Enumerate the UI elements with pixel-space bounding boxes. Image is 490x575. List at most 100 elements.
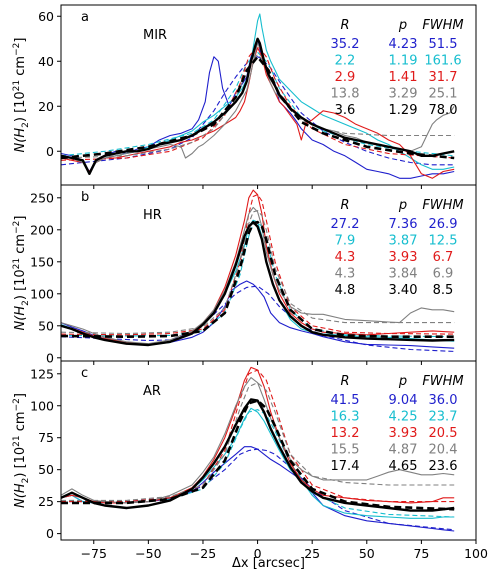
table-cell: 12.5 bbox=[429, 234, 458, 249]
table-cell: 1.29 bbox=[389, 103, 418, 118]
y-tick-label: 200 bbox=[30, 222, 54, 237]
series-fit-0-1 bbox=[61, 56, 455, 166]
table-cell: 7.36 bbox=[389, 217, 418, 232]
series-fit-1-7 bbox=[61, 210, 455, 335]
panel-letter-a: a bbox=[81, 10, 89, 25]
table-cell: 4.23 bbox=[389, 37, 418, 52]
table-cell: 35.2 bbox=[331, 37, 360, 52]
table-header: FWHM bbox=[422, 198, 463, 213]
y-tick-label: 250 bbox=[30, 190, 54, 205]
series-data-2-8 bbox=[61, 398, 455, 512]
y-tick-label: 0 bbox=[46, 350, 54, 365]
table-cell: 41.5 bbox=[331, 393, 360, 408]
table-header: R bbox=[340, 198, 349, 213]
y-tick-label: 125 bbox=[30, 366, 54, 381]
table-cell: 17.4 bbox=[331, 459, 360, 474]
y-tick-label: 25 bbox=[38, 494, 54, 509]
table-cell: 31.7 bbox=[429, 70, 458, 85]
panel-letter-b: b bbox=[81, 190, 89, 205]
table-cell: 4.65 bbox=[389, 459, 418, 474]
y-axis-label: N(H2) [1021 cm−2] bbox=[12, 38, 31, 153]
table-cell: 6.7 bbox=[433, 250, 454, 265]
table-cell: 20.4 bbox=[429, 443, 458, 458]
y-label-part: −2 bbox=[12, 43, 22, 56]
x-tick-label: 100 bbox=[464, 546, 488, 561]
table-cell: 3.84 bbox=[389, 267, 418, 282]
y-tick-label: 0 bbox=[46, 526, 54, 541]
table-cell: 8.5 bbox=[433, 283, 454, 298]
y-label-part: 21 bbox=[12, 435, 22, 446]
table-header: FWHM bbox=[422, 374, 463, 389]
y-tick-label: 50 bbox=[38, 318, 54, 333]
series-fit-2-9 bbox=[61, 399, 455, 511]
plot-area bbox=[61, 189, 455, 352]
y-label-part: −2 bbox=[12, 221, 22, 234]
y-label-part: N(H bbox=[13, 306, 28, 331]
table-cell: 26.9 bbox=[429, 217, 458, 232]
series-data-1-4 bbox=[61, 189, 455, 345]
table-cell: 25.1 bbox=[429, 87, 458, 102]
plot-area bbox=[61, 366, 455, 532]
table-cell: 16.3 bbox=[331, 410, 360, 425]
table-cell: 36.0 bbox=[429, 393, 458, 408]
y-tick-label: 100 bbox=[30, 398, 54, 413]
y-label-part: 2 bbox=[21, 122, 31, 128]
table-cell: 3.87 bbox=[389, 234, 418, 249]
table-header: p bbox=[398, 18, 407, 33]
series-fit-1-9 bbox=[61, 220, 455, 339]
x-tick-label: −75 bbox=[81, 546, 107, 561]
table-cell: 4.8 bbox=[335, 283, 356, 298]
y-label-part: ) [10 bbox=[13, 269, 28, 300]
series-fit-0-9 bbox=[61, 55, 455, 160]
panel-name-hr: HR bbox=[143, 208, 162, 223]
y-label-part: ] bbox=[13, 393, 28, 398]
table-cell: 1.41 bbox=[389, 70, 418, 85]
y-label-part: 2 bbox=[21, 478, 31, 484]
y-tick-label: 50 bbox=[38, 462, 54, 477]
table-cell: 27.2 bbox=[331, 217, 360, 232]
y-tick-label: 40 bbox=[38, 54, 54, 69]
x-tick-label: 75 bbox=[413, 546, 429, 561]
table-cell: 7.9 bbox=[335, 234, 356, 249]
table-cell: 15.5 bbox=[331, 443, 360, 458]
table-header: FWHM bbox=[422, 18, 463, 33]
x-tick-label: 25 bbox=[304, 546, 320, 561]
y-label-part: cm bbox=[13, 411, 28, 435]
y-label-part: −2 bbox=[12, 398, 22, 411]
panel-c: c AR 0 25 50 75 100 125 −75 −50 −25 0 25 50 75 100 R p F… bbox=[12, 360, 488, 561]
y-tick-label: 0 bbox=[46, 144, 54, 159]
table-cell: 13.8 bbox=[331, 87, 360, 102]
y-tick-label: 20 bbox=[38, 99, 54, 114]
panel-name-mir: MIR bbox=[143, 28, 167, 43]
x-tick-label: −25 bbox=[190, 546, 216, 561]
table-cell: 6.9 bbox=[433, 267, 454, 282]
table-cell: 2.9 bbox=[335, 70, 356, 85]
y-axis-label: N(H2) [1021 cm−2] bbox=[12, 393, 31, 508]
y-label-part: ] bbox=[13, 216, 28, 221]
table-cell: 20.5 bbox=[429, 426, 458, 441]
table-header: R bbox=[340, 374, 349, 389]
y-label-part: 21 bbox=[12, 80, 22, 91]
y-tick-label: 100 bbox=[30, 286, 54, 301]
y-label-part: ) [10 bbox=[13, 91, 28, 122]
y-label-part: ] bbox=[13, 38, 28, 43]
table-cell: 4.3 bbox=[335, 250, 356, 265]
panel-a: a MIR 0 20 40 60 R p FWHM 35.2 4.23 51.5 2.2 1.19 16… bbox=[12, 4, 477, 189]
table-cell: 3.40 bbox=[389, 283, 418, 298]
y-tick-label: 60 bbox=[38, 9, 54, 24]
x-tick-label: 0 bbox=[254, 546, 262, 561]
axes-frame bbox=[60, 360, 477, 541]
y-label-part: N(H bbox=[13, 128, 28, 153]
table-cell: 4.87 bbox=[389, 443, 418, 458]
x-tick-label: 50 bbox=[359, 546, 375, 561]
table-cell: 4.3 bbox=[335, 267, 356, 282]
table-cell: 9.04 bbox=[389, 393, 418, 408]
x-axis-label: Δx [arcsec] bbox=[232, 556, 305, 571]
table-cell: 23.6 bbox=[429, 459, 458, 474]
y-label-part: cm bbox=[13, 234, 28, 258]
series-fit-2-7 bbox=[61, 382, 455, 501]
y-tick-label: 150 bbox=[30, 254, 54, 269]
panel-name-ar: AR bbox=[143, 384, 161, 399]
